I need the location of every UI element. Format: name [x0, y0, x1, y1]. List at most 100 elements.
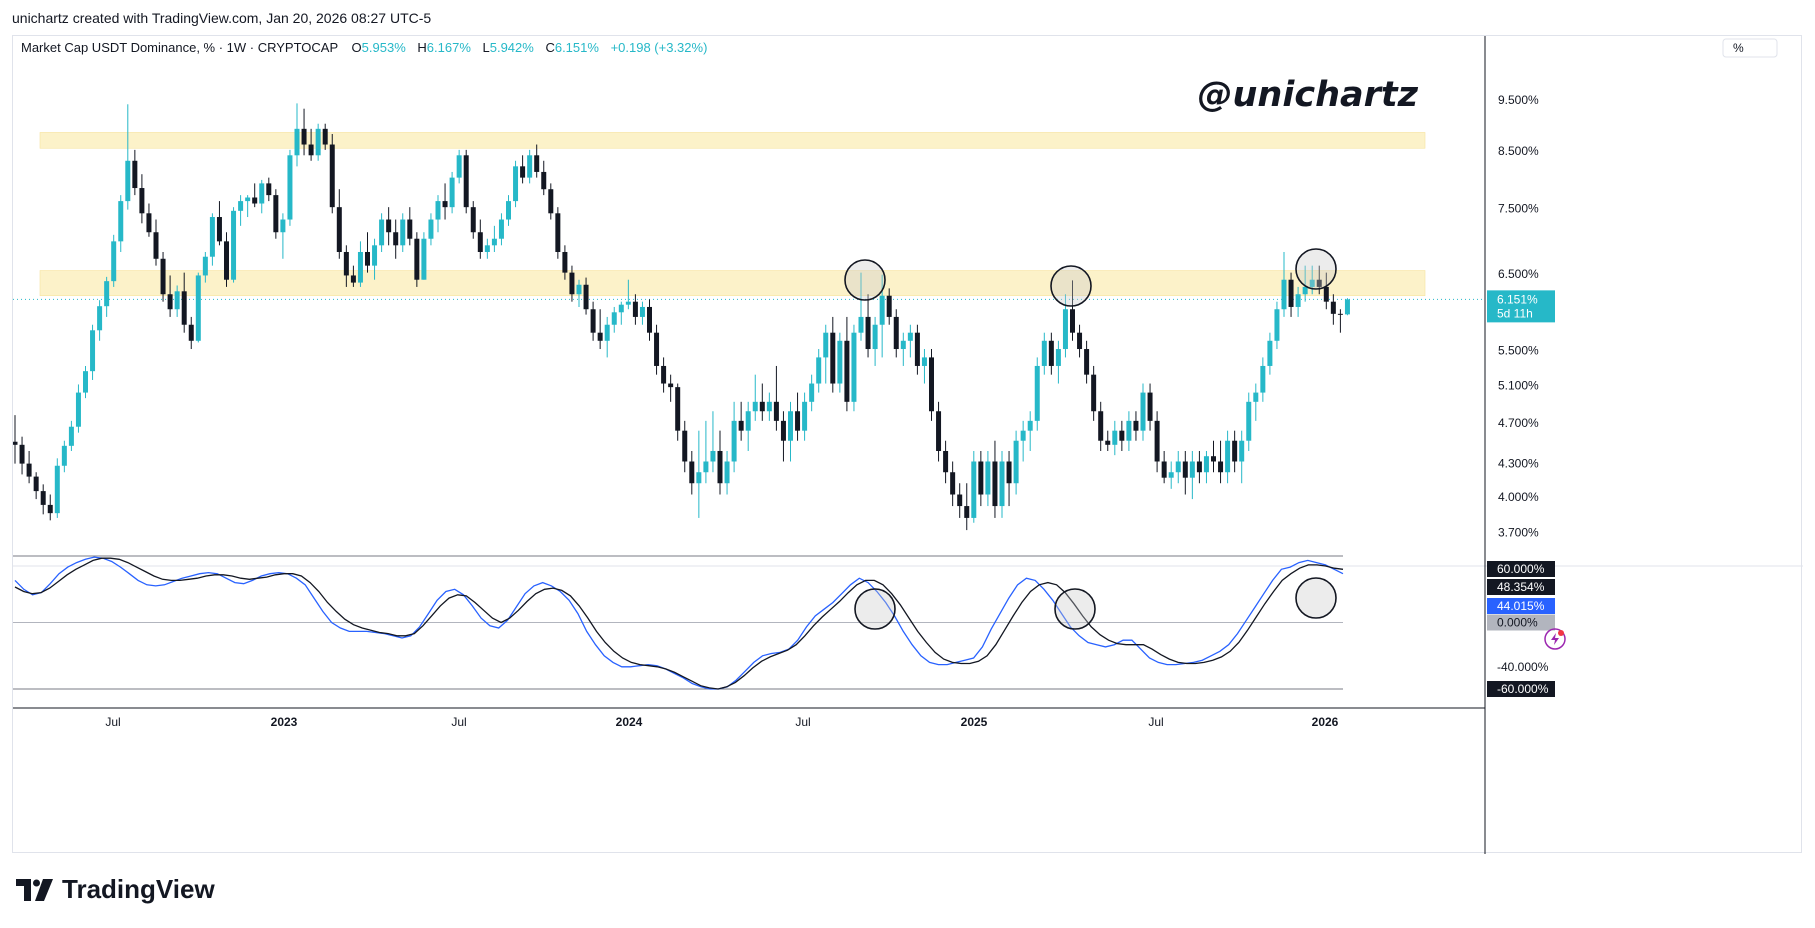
price-tick-label: 3.700%: [1498, 526, 1539, 540]
candle: [1098, 411, 1104, 441]
candle: [1105, 440, 1111, 445]
candle: [238, 201, 244, 211]
candle: [1225, 440, 1231, 473]
candle: [978, 461, 984, 495]
price-tick-label: 4.700%: [1498, 416, 1539, 430]
osc-value-tag: [1487, 681, 1555, 697]
candle: [160, 258, 166, 295]
candle: [132, 160, 138, 189]
candle: [1013, 440, 1019, 484]
candle: [13, 441, 18, 445]
candle: [322, 128, 328, 145]
legend-open-label: O: [352, 40, 362, 55]
candle: [365, 251, 370, 266]
osc-highlight-circle: [854, 588, 896, 630]
candle: [181, 291, 187, 325]
candle: [407, 219, 413, 239]
candle: [1203, 456, 1209, 473]
lightning-icon[interactable]: [1544, 628, 1566, 650]
highlight-circle: [844, 259, 886, 301]
legend-close-label: C: [545, 40, 554, 55]
candle: [703, 461, 709, 473]
candle: [1232, 440, 1238, 462]
candle: [343, 251, 349, 276]
candle: [816, 357, 822, 384]
time-tick-label: 2026: [1312, 715, 1339, 729]
candle: [752, 401, 758, 412]
candle: [745, 411, 751, 431]
candle: [111, 241, 117, 282]
candle: [259, 183, 265, 204]
candle: [929, 357, 934, 412]
candle: [266, 183, 272, 196]
candle: [1239, 440, 1245, 462]
candle: [139, 188, 145, 214]
candle: [372, 245, 378, 266]
candle: [1344, 299, 1350, 315]
candle: [491, 238, 497, 246]
candle: [435, 201, 441, 220]
candle: [604, 324, 610, 341]
candle: [830, 332, 836, 384]
candle: [914, 332, 920, 366]
candle: [54, 465, 60, 514]
legend-high-label: H: [417, 40, 426, 55]
candle: [224, 241, 229, 280]
candle: [689, 461, 695, 484]
candle: [1337, 313, 1343, 315]
candle: [1006, 461, 1012, 484]
candle: [562, 251, 568, 273]
osc-value-tag: [1487, 614, 1555, 631]
candle: [68, 426, 74, 446]
candle: [1168, 472, 1174, 478]
candle: [837, 340, 843, 384]
candle: [350, 275, 356, 283]
candle: [301, 128, 307, 145]
candle: [583, 284, 589, 310]
candle: [97, 306, 103, 331]
candle: [555, 213, 561, 252]
candle: [1309, 279, 1315, 287]
candle: [153, 232, 159, 259]
candle: [893, 316, 899, 350]
candle: [886, 295, 892, 317]
scale-unit-button[interactable]: %: [1722, 38, 1778, 58]
candle: [1034, 365, 1040, 421]
candle: [1133, 420, 1139, 431]
candle: [1330, 301, 1336, 314]
candle: [498, 219, 504, 239]
candle: [209, 217, 215, 257]
candle: [541, 171, 547, 190]
candle: [19, 444, 25, 464]
candle: [1182, 461, 1188, 478]
current-price-tag: [1487, 290, 1555, 323]
candle: [1048, 340, 1054, 366]
candle: [780, 420, 786, 441]
candle: [943, 450, 949, 473]
candle: [1020, 430, 1026, 441]
candle: [195, 275, 201, 341]
highlight-circle: [1295, 248, 1337, 290]
candle: [936, 411, 942, 451]
candle: [682, 430, 688, 462]
osc-line-fast: [14, 556, 1344, 690]
candle: [1041, 340, 1047, 366]
candle: [329, 144, 335, 208]
chart-container[interactable]: 9.500% 8.500% 7.500% 6.500% 5.500% 5.100% 4.70…: [12, 35, 1803, 854]
candle: [26, 463, 32, 477]
candle: [1070, 309, 1075, 333]
candle: [717, 450, 723, 484]
candle: [773, 401, 779, 421]
candle: [1112, 430, 1118, 445]
candle: [245, 197, 251, 202]
candle: [506, 201, 511, 220]
current-price-label: 6.151%: [1497, 292, 1538, 306]
candle: [1288, 279, 1294, 307]
osc-line-slow: [14, 557, 1344, 690]
candle: [202, 256, 208, 276]
candle: [1260, 365, 1266, 393]
candle: [675, 387, 681, 431]
legend-symbol: Market Cap USDT Dominance, % · 1W · CRYP…: [21, 40, 338, 55]
chart-canvas[interactable]: 9.500% 8.500% 7.500% 6.500% 5.500% 5.100% 4.70…: [13, 36, 1803, 854]
candle: [639, 306, 645, 317]
